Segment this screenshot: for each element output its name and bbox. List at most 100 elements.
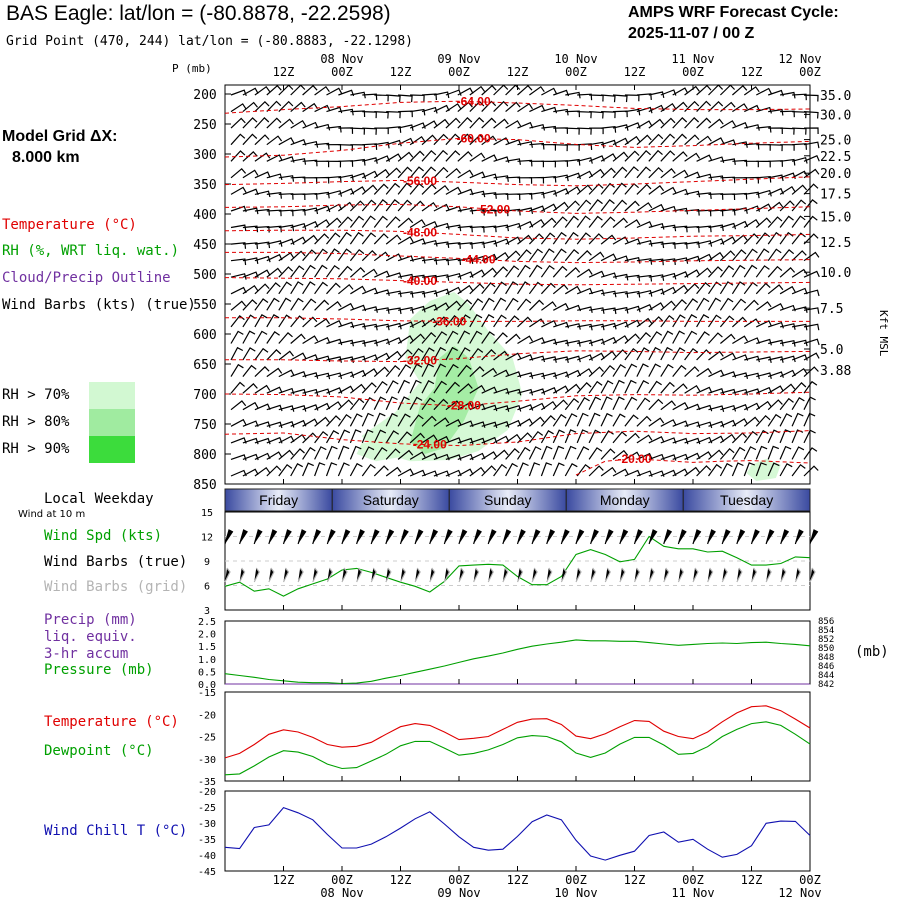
- surface-grid-barb: [546, 567, 553, 583]
- wind-barb: [433, 91, 450, 99]
- wind-barb: [326, 372, 343, 380]
- wind-barb: [314, 281, 328, 295]
- surface-true-barb: [590, 529, 599, 545]
- wind-barb: [349, 266, 366, 278]
- wind-barb: [410, 274, 426, 282]
- wind-barb: [433, 380, 447, 394]
- temperature-tick-label: -35: [198, 777, 216, 788]
- surface-true-barb: [356, 529, 365, 545]
- wind-barb: [337, 248, 352, 262]
- wind-barb: [397, 335, 414, 345]
- surface-grid-barb: [312, 567, 319, 583]
- wind-barb: [684, 466, 700, 477]
- wind-barb: [755, 462, 767, 477]
- wind-barb: [803, 380, 818, 394]
- wind-barb: [636, 379, 650, 394]
- wind-barb: [648, 417, 665, 427]
- bottom-date-label: 09 Nov: [437, 886, 480, 900]
- wind-barb: [565, 369, 582, 378]
- height-tick-label: 10.0: [820, 266, 851, 281]
- wind-barb: [350, 383, 366, 394]
- wind-barb: [517, 264, 531, 278]
- wind-barb: [528, 462, 541, 477]
- wind-barb: [302, 234, 318, 245]
- wind-barb: [528, 264, 543, 278]
- wind-barb: [493, 435, 510, 444]
- wind-barb: [421, 363, 434, 377]
- wind-barb: [731, 281, 746, 295]
- wind-barb: [684, 452, 701, 460]
- wind-barb: [648, 316, 664, 328]
- wind-barb: [672, 468, 689, 477]
- wind-barb: [612, 137, 629, 146]
- wind-barb: [684, 134, 700, 146]
- wind-barb: [541, 356, 557, 363]
- precip-tick-label: 0.5: [198, 667, 216, 678]
- rh-70-label: RH > 70%: [2, 387, 70, 403]
- wind-barb: [756, 372, 772, 379]
- pressure-tick-label-right: 846: [818, 662, 834, 672]
- wind-barb: [385, 466, 402, 477]
- wind-barb: [600, 153, 617, 162]
- surface-grid-barb: [809, 567, 816, 583]
- isotherm-line: [575, 458, 811, 476]
- wind-barb: [326, 217, 342, 228]
- wind-barb: [779, 397, 794, 411]
- wind-barb: [564, 186, 581, 195]
- wind-barb: [338, 283, 354, 295]
- pressure-series: [224, 639, 811, 685]
- wind-barb: [302, 418, 319, 427]
- wind-barb: [577, 93, 593, 101]
- wind-barb: [290, 119, 307, 129]
- wind-barb: [385, 153, 402, 162]
- wind-barb: [445, 418, 462, 427]
- wind-barb: [433, 166, 449, 179]
- wind-barb: [684, 403, 701, 411]
- wind-barb: [493, 281, 507, 295]
- wind-barb: [791, 429, 804, 444]
- pressure-tick-label: 500: [193, 268, 216, 283]
- surface-grid-barb: [224, 567, 231, 583]
- dewpoint-label: Dewpoint (°C): [44, 743, 154, 759]
- wind-barb: [648, 380, 662, 394]
- wind-barb: [588, 323, 605, 331]
- wind-barb: [648, 104, 665, 113]
- wind-barb: [337, 399, 354, 411]
- wind-barb: [493, 449, 509, 460]
- wind-barb: [720, 222, 737, 230]
- wind-barb: [361, 268, 378, 278]
- wind-barb: [541, 175, 557, 183]
- wind-barb: [755, 445, 768, 460]
- wind-barb: [696, 386, 713, 394]
- wind-barb: [397, 236, 414, 245]
- wind-barb: [720, 120, 737, 129]
- wind-barb: [242, 169, 259, 179]
- top-time-tick-label: 00Z: [565, 65, 587, 79]
- wind-barb: [708, 332, 723, 344]
- wind-barb: [576, 170, 593, 179]
- wind-barb: [636, 134, 652, 146]
- wind-barb: [601, 126, 617, 133]
- wind-barb: [325, 429, 340, 444]
- wind-barb: [732, 84, 748, 96]
- wind-barb: [612, 306, 629, 314]
- wind-barb: [684, 225, 700, 233]
- surface-true-barb: [809, 529, 819, 545]
- model-grid-title: Model Grid ΔX:: [2, 128, 118, 145]
- wind-barb: [290, 462, 303, 477]
- wind-barb: [230, 330, 244, 344]
- surface-grid-barb: [487, 567, 494, 583]
- wind-barb: [266, 267, 282, 278]
- wind-barb: [266, 421, 283, 429]
- wind-barb: [493, 224, 509, 232]
- wind-barb: [756, 87, 773, 96]
- wind-barb: [505, 222, 522, 230]
- wind-barb: [505, 388, 522, 396]
- surface-grid-barb: [370, 567, 377, 583]
- wind-barb: [553, 385, 570, 394]
- wind-barb: [696, 154, 713, 162]
- wind-barb: [254, 298, 269, 311]
- wind-barb: [636, 149, 651, 162]
- wind-barb: [779, 185, 796, 195]
- wind-barb: [457, 383, 473, 394]
